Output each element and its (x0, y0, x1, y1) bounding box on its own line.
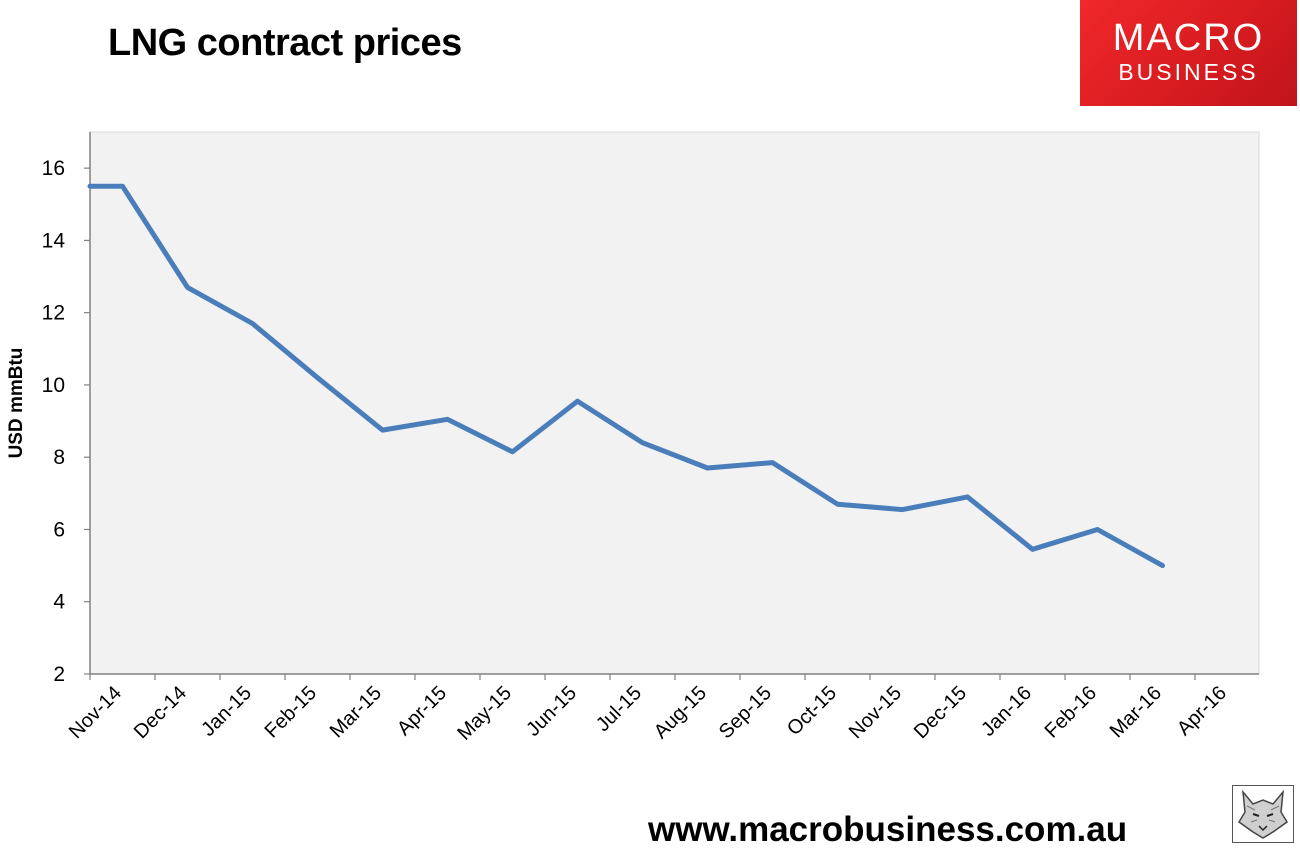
x-tick-label: Aug-15 (650, 682, 711, 743)
x-tick-label: Nov-15 (845, 682, 906, 743)
y-tick-label: 4 (53, 591, 65, 614)
plot-area (89, 131, 1260, 675)
y-tick-label: 12 (42, 302, 65, 325)
x-tick-label: Dec-14 (130, 682, 191, 743)
x-tick-label: Mar-16 (1106, 682, 1166, 742)
series-layer (87, 183, 1165, 569)
y-tick-label: 8 (53, 446, 65, 469)
macro-business-logo: MACRO BUSINESS (1080, 0, 1297, 106)
x-tick-label: Dec-15 (910, 682, 971, 743)
y-tick-label: 16 (42, 157, 65, 180)
y-tick-label: 2 (53, 663, 65, 686)
x-tick-label: Nov-14 (65, 682, 126, 743)
series-line (87, 183, 1165, 569)
x-tick-label: Feb-15 (261, 682, 321, 742)
footer-url: www.macrobusiness.com.au (648, 810, 1128, 849)
x-tick-label: Mar-15 (326, 682, 386, 742)
x-tick-label: Jan-15 (197, 682, 256, 741)
x-tick-label: Apr-15 (393, 682, 451, 740)
y-tick-label: 6 (53, 518, 65, 541)
x-tick-label: May-15 (453, 682, 516, 745)
x-tick-label: Apr-16 (1173, 682, 1231, 740)
x-tick-label: Oct-15 (783, 682, 841, 740)
x-tick-label: Jun-15 (522, 682, 581, 741)
x-axis: Nov-14 Dec-14 Jan-15 Feb-15 Mar-15 Apr-15 May-… (65, 673, 1259, 745)
chart-title: LNG contract prices (108, 22, 462, 64)
y-axis: 2 4 6 8 10 12 14 16 (42, 132, 91, 686)
y-tick-label: 14 (42, 229, 66, 252)
x-tick-label: Jul-15 (592, 682, 646, 736)
x-tick-label: Feb-16 (1041, 682, 1101, 742)
y-tick-label: 10 (42, 374, 65, 397)
y-axis-label: USD mmBtu (6, 348, 27, 459)
wolf-head-icon (1232, 785, 1294, 843)
brand-logo-bottom: BUSINESS (1118, 59, 1259, 85)
brand-logo-top: MACRO (1112, 17, 1265, 59)
x-tick-label: Sep-15 (715, 682, 776, 743)
x-tick-label: Jan-16 (977, 682, 1036, 741)
